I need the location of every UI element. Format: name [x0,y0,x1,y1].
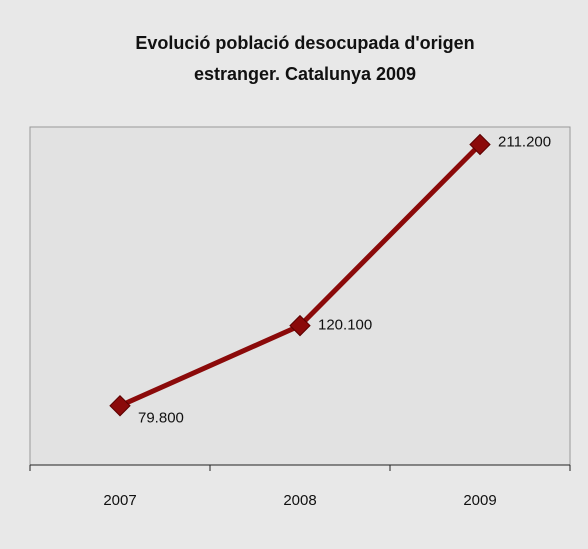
marker [469,133,491,156]
x-tick-label: 2008 [283,492,316,509]
marker [109,395,131,417]
data-label: 79.800 [138,410,184,427]
x-tick-label: 2007 [103,492,136,509]
marker [289,314,311,337]
data-label: 211.200 [498,133,551,150]
plot-area [29,126,571,466]
chart-title: Evolució població desocupada d'origen es… [135,33,475,84]
data-label: 120.100 [318,317,372,334]
x-tick-label: 2009 [463,492,496,509]
